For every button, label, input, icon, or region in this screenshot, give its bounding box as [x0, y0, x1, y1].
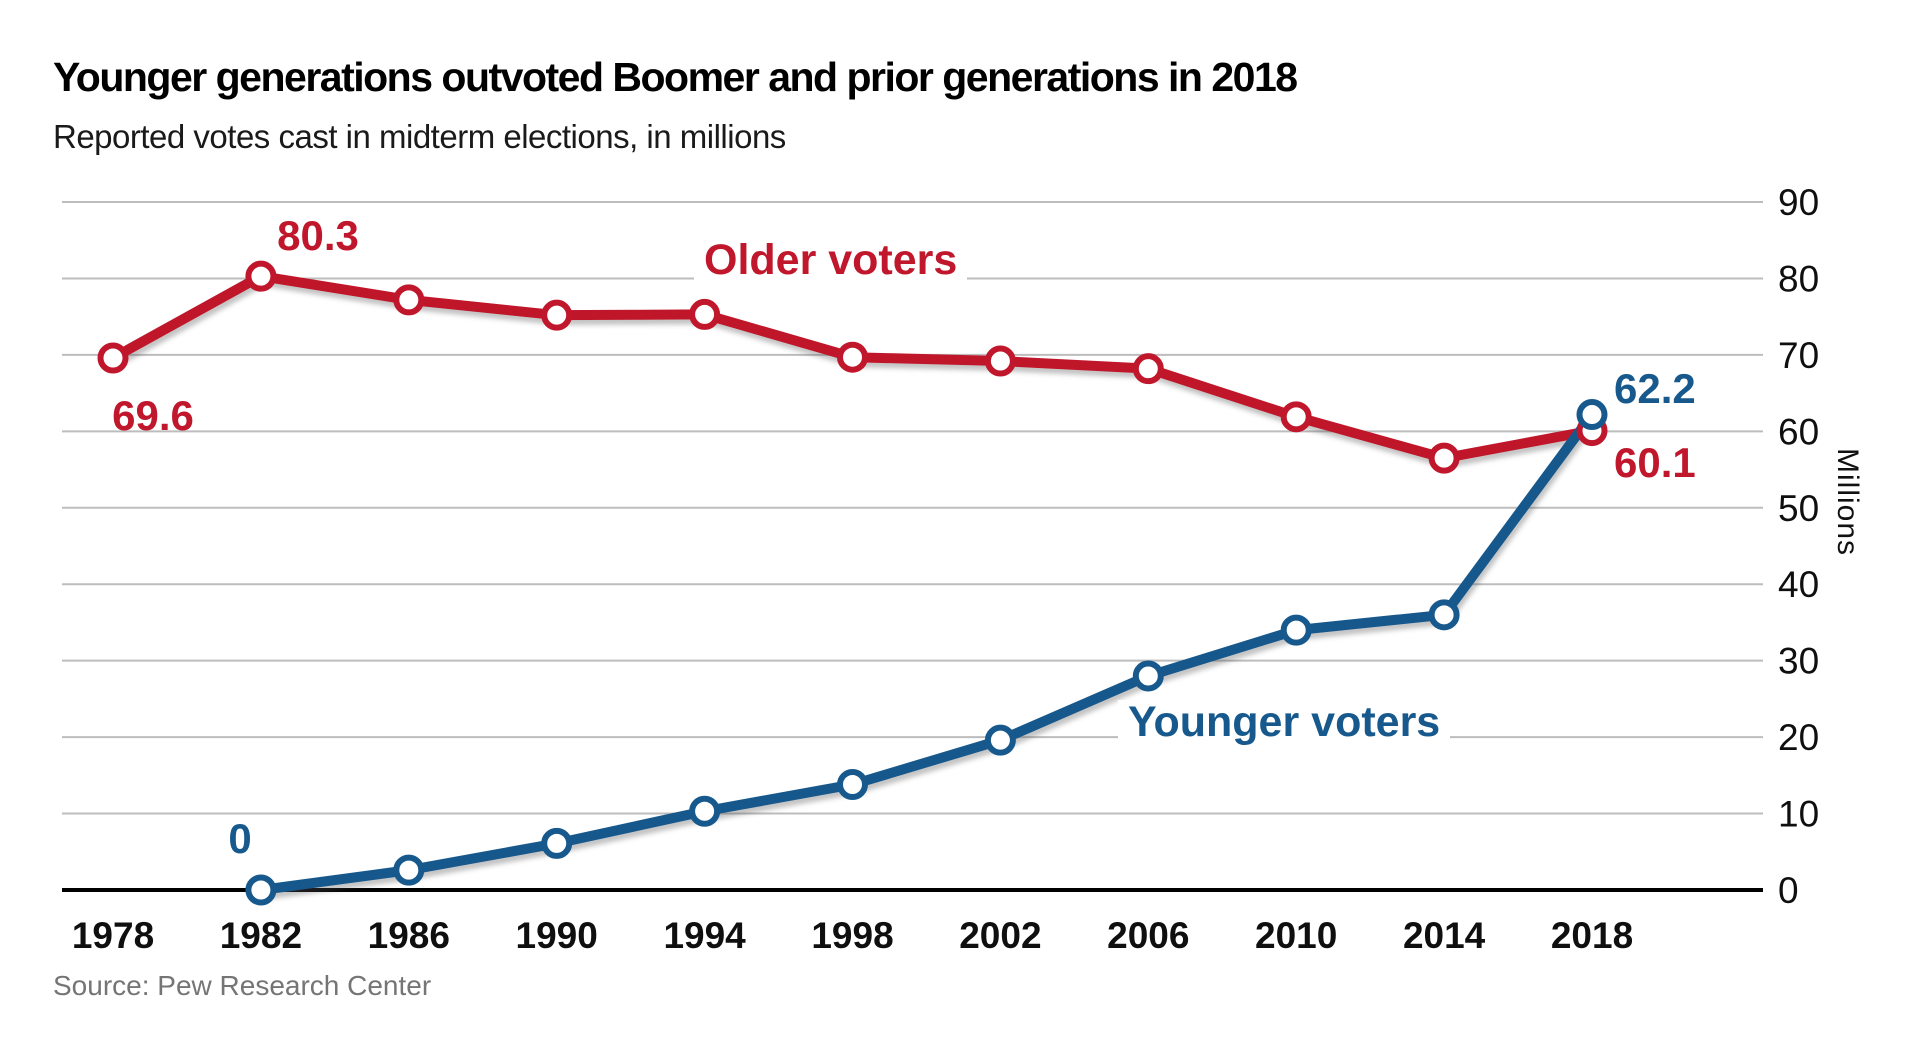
- marker-younger-2018: [1576, 399, 1608, 431]
- data-label-0: 0: [228, 815, 251, 862]
- data-label-69-6: 69.6: [112, 392, 194, 439]
- x-axis-tick-labels: 1978 1982 1986 1990 1994 1998 2002 2006 2010 2014…: [72, 915, 1633, 956]
- data-label-80-3: 80.3: [277, 212, 359, 259]
- y-tick-label-60: 60: [1778, 411, 1819, 452]
- y-tick-label-0: 0: [1778, 870, 1799, 911]
- marker-younger-1998: [837, 769, 868, 801]
- marker-younger-2006: [1132, 660, 1164, 692]
- y-tick-label-20: 20: [1778, 717, 1819, 758]
- x-tick-label-1998: 1998: [811, 915, 893, 956]
- marker-older-1994: [689, 298, 721, 330]
- chart-subtitle: Reported votes cast in midterm elections…: [53, 118, 786, 155]
- y-tick-label-90: 90: [1778, 182, 1819, 223]
- x-tick-label-1994: 1994: [663, 915, 746, 956]
- source-credit: Source: Pew Research Center: [53, 970, 432, 1001]
- marker-younger-2014: [1428, 599, 1460, 631]
- marker-older-2002: [984, 345, 1016, 377]
- marker-older-1986: [393, 284, 425, 316]
- x-tick-label-2002: 2002: [959, 915, 1041, 956]
- x-tick-label-2018: 2018: [1551, 915, 1633, 956]
- marker-younger-1982: [245, 874, 277, 906]
- marker-younger-2002: [984, 724, 1016, 756]
- marker-older-2014: [1428, 442, 1460, 474]
- x-tick-label-2006: 2006: [1107, 915, 1189, 956]
- chart-title: Younger generations outvoted Boomer and …: [53, 54, 1298, 100]
- marker-younger-1994: [689, 795, 721, 827]
- x-tick-label-1982: 1982: [220, 915, 302, 956]
- marker-older-1990: [541, 299, 573, 331]
- y-tick-label-70: 70: [1778, 335, 1819, 376]
- y-axis-tick-labels: 0 10 20 30 40 50 60 70 80 90: [1778, 182, 1819, 911]
- marker-younger-1990: [541, 827, 573, 859]
- x-tick-label-2010: 2010: [1255, 915, 1337, 956]
- marker-younger-2010: [1280, 614, 1312, 646]
- x-tick-label-2014: 2014: [1403, 915, 1486, 956]
- data-point-labels: 69.6 80.3 60.1 0 62.2: [112, 212, 1696, 862]
- y-axis-unit-label: Millions: [1831, 448, 1864, 557]
- data-label-62-2: 62.2: [1614, 365, 1696, 412]
- marker-older-2010: [1280, 401, 1312, 433]
- x-tick-label-1986: 1986: [368, 915, 450, 956]
- y-tick-label-30: 30: [1778, 641, 1819, 682]
- y-tick-label-50: 50: [1778, 488, 1819, 529]
- x-tick-label-1978: 1978: [72, 915, 154, 956]
- marker-older-1982: [245, 260, 277, 292]
- y-tick-label-40: 40: [1778, 564, 1819, 605]
- marker-older-1998: [837, 341, 868, 373]
- data-label-60-1: 60.1: [1614, 439, 1696, 486]
- y-tick-label-10: 10: [1778, 794, 1819, 835]
- gridlines: [62, 201, 1763, 892]
- series-label-younger-voters: Younger voters: [1118, 699, 1451, 746]
- marker-older-1978: [97, 342, 129, 374]
- series-label-older-voters: Older voters: [694, 237, 968, 284]
- line-younger-voters: [255, 409, 1597, 895]
- data-markers: [97, 260, 1608, 906]
- marker-older-2006: [1132, 353, 1164, 385]
- x-tick-label-1990: 1990: [516, 915, 598, 956]
- y-tick-label-80: 80: [1778, 258, 1819, 299]
- marker-younger-1986: [393, 854, 425, 886]
